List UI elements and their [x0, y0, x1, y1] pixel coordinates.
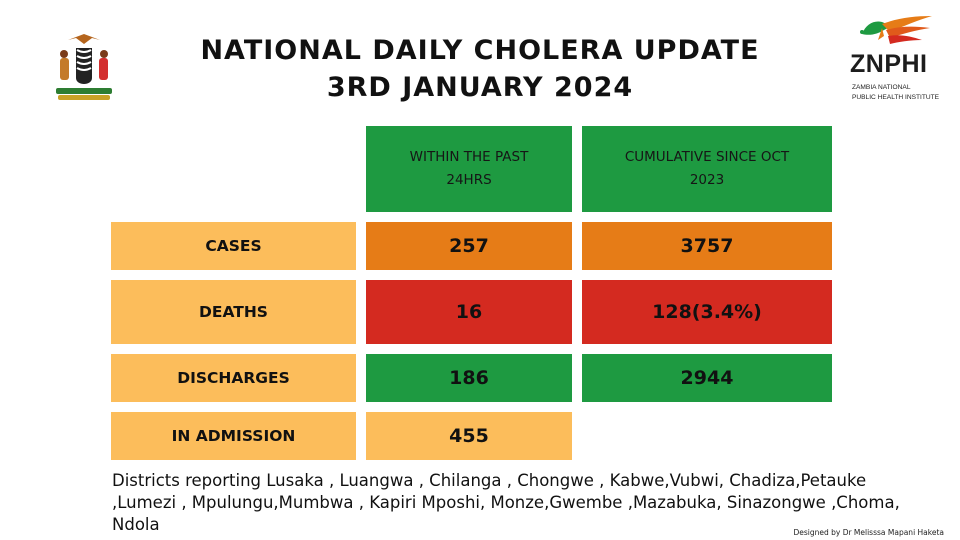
bird-logo-icon [860, 16, 932, 44]
discharges-24hrs-value: 186 [366, 354, 572, 402]
header-past-24hrs: WITHIN THE PAST 24HRS [366, 126, 572, 212]
logo-subtitle-line1: ZAMBIA NATIONAL [852, 84, 911, 91]
districts-reporting-text: Districts reporting Lusaka , Luangwa , C… [112, 471, 900, 534]
deaths-24hrs-value: 16 [366, 280, 572, 344]
row-label-discharges: DISCHARGES [111, 354, 356, 402]
in-admission-value: 455 [366, 412, 572, 460]
row-label-in-admission: IN ADMISSION [111, 412, 356, 460]
row-label-deaths: DEATHS [111, 280, 356, 344]
deaths-cumulative-value: 128(3.4%) [582, 280, 832, 344]
header-cumulative: CUMULATIVE SINCE OCT 2023 [582, 126, 832, 212]
discharges-cumulative-value: 2944 [582, 354, 832, 402]
cases-24hrs-value: 257 [366, 222, 572, 270]
logo-name: ZNPHI [850, 50, 928, 78]
row-label-cases: CASES [111, 222, 356, 270]
coat-of-arms-icon [46, 30, 122, 106]
cases-cumulative-value: 3757 [582, 222, 832, 270]
designer-credit: Designed by Dr Melisssa Mapani Haketa [793, 528, 944, 537]
page-title: NATIONAL DAILY CHOLERA UPDATE [200, 35, 760, 66]
znphi-logo: ZNPHI ZAMBIA NATIONAL PUBLIC HEALTH INST… [848, 10, 940, 102]
logo-subtitle-line2: PUBLIC HEALTH INSTITUTE [852, 94, 940, 101]
page-date: 3RD JANUARY 2024 [326, 72, 634, 103]
